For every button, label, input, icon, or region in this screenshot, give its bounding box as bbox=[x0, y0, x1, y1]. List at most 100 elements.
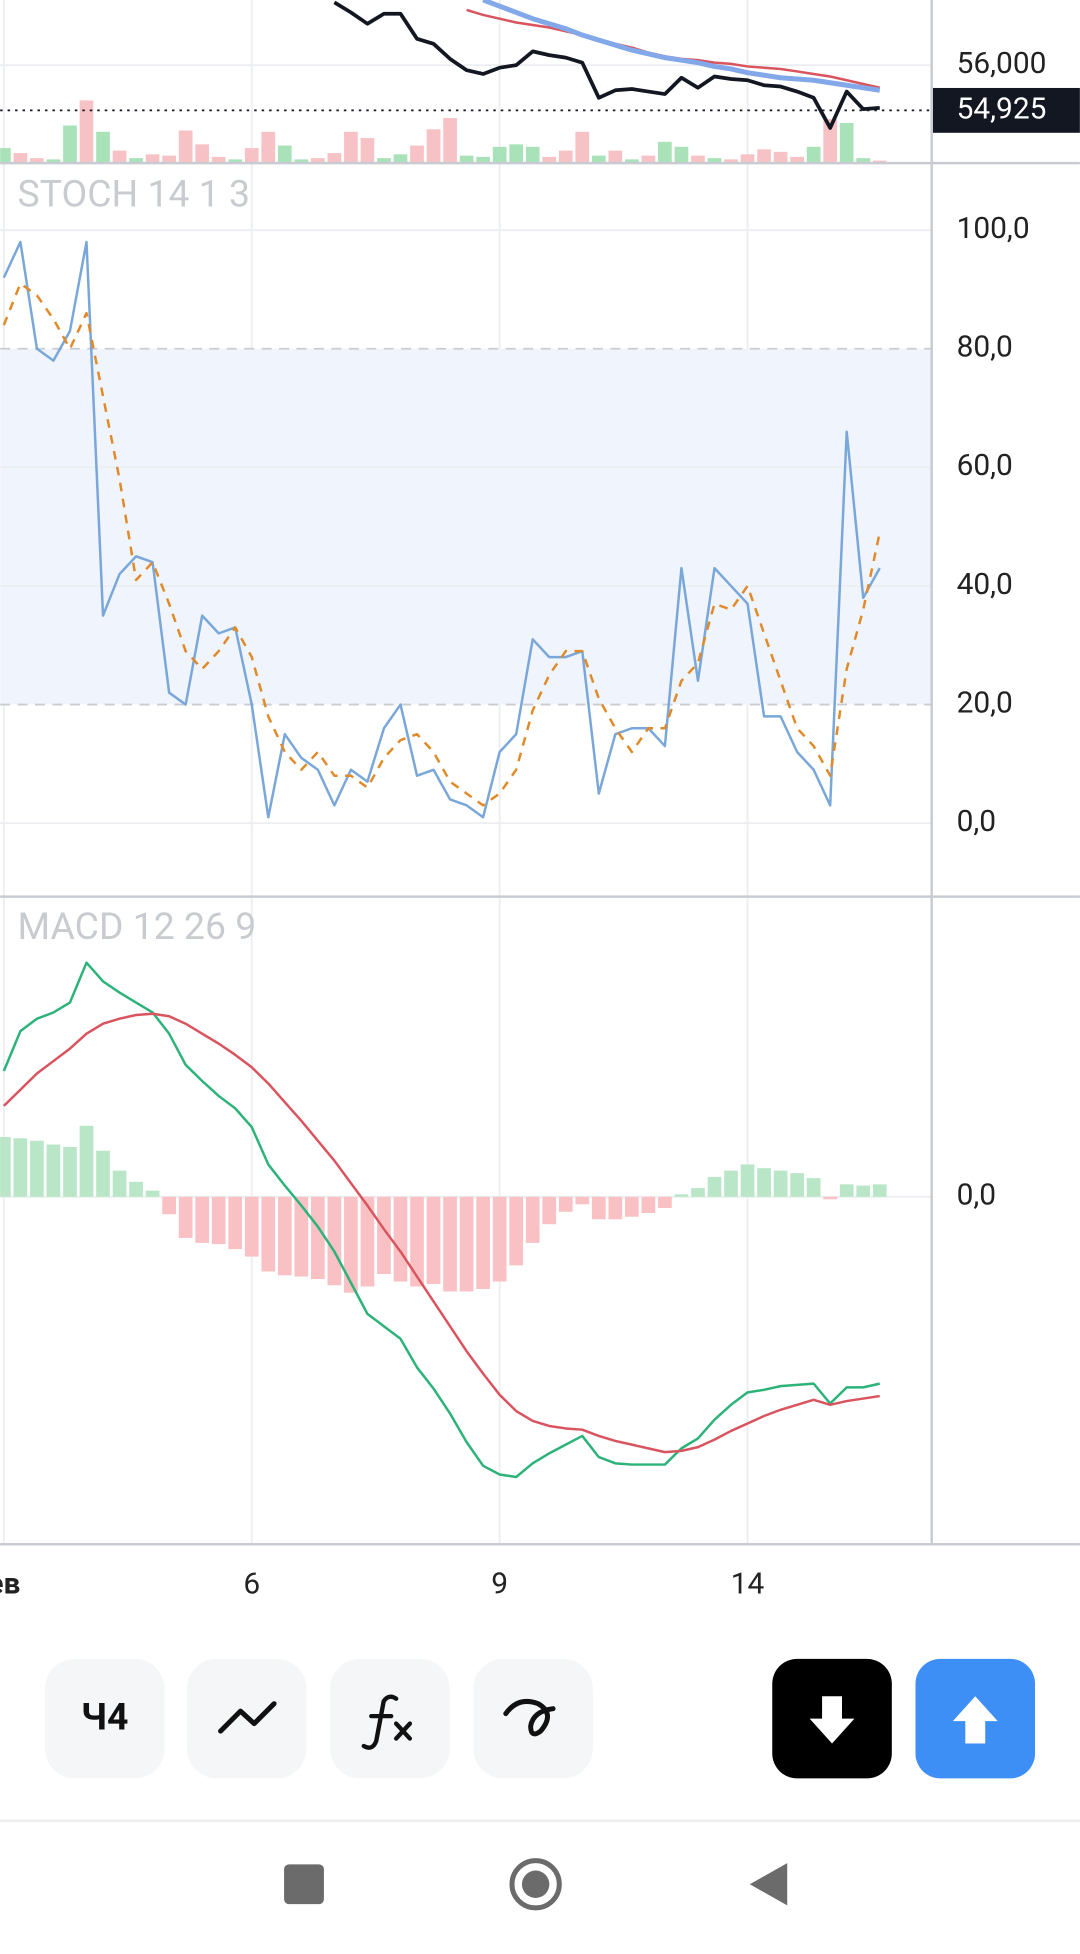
y-tick-label: 0,0 bbox=[957, 1178, 996, 1213]
histogram-bar bbox=[360, 1196, 375, 1287]
stoch-title: STOCH 14 1 3 bbox=[18, 173, 250, 217]
volume-bar bbox=[872, 160, 887, 164]
y-tick-label: 56,000 bbox=[957, 46, 1047, 81]
volume-bar bbox=[294, 159, 309, 164]
histogram-bar bbox=[591, 1196, 606, 1220]
histogram-bar bbox=[872, 1184, 887, 1197]
volume-bar bbox=[63, 125, 77, 164]
volume-bar bbox=[46, 159, 61, 164]
volume-bar bbox=[823, 119, 838, 164]
series-line bbox=[2, 282, 881, 807]
sell-icon bbox=[809, 1696, 855, 1744]
volume-bar bbox=[724, 159, 738, 164]
histogram-bar bbox=[608, 1196, 623, 1220]
histogram-bar bbox=[525, 1196, 540, 1243]
histogram-bar bbox=[839, 1184, 854, 1197]
volume-bar bbox=[178, 130, 193, 164]
series-line bbox=[2, 240, 881, 819]
histogram-bar bbox=[79, 1125, 94, 1197]
histogram-bar bbox=[806, 1178, 821, 1197]
histogram-bar bbox=[773, 1170, 788, 1197]
histogram-bar bbox=[294, 1196, 309, 1277]
histogram-bar bbox=[344, 1196, 358, 1293]
volume-bar bbox=[575, 131, 590, 164]
volume-bar bbox=[195, 144, 210, 164]
current-price-box bbox=[932, 87, 1080, 133]
histogram-bar bbox=[476, 1196, 490, 1289]
home-button[interactable] bbox=[509, 1858, 562, 1911]
macd-title: MACD 12 26 9 bbox=[18, 905, 257, 949]
series-line bbox=[333, 0, 880, 130]
histogram-bar bbox=[674, 1194, 689, 1197]
y-tick-label: 60,0 bbox=[957, 448, 1013, 483]
volume-bar bbox=[658, 141, 672, 164]
volume-bar bbox=[558, 150, 573, 164]
pane bbox=[0, 163, 932, 897]
volume-bar bbox=[79, 100, 94, 164]
volume-bar bbox=[145, 154, 160, 164]
volume-bar bbox=[625, 159, 639, 164]
histogram-bar bbox=[823, 1196, 838, 1200]
volume-bar bbox=[360, 138, 375, 164]
histogram-bar bbox=[575, 1196, 590, 1205]
histogram-bar bbox=[228, 1196, 243, 1250]
volume-bar bbox=[509, 144, 524, 164]
volume-bar bbox=[773, 151, 788, 164]
volume-bar bbox=[96, 131, 110, 164]
histogram-bar bbox=[112, 1170, 127, 1197]
y-tick-label: 20,0 bbox=[957, 685, 1013, 720]
volume-bar bbox=[311, 158, 325, 164]
volume-bar bbox=[674, 146, 689, 164]
histogram-bar bbox=[641, 1196, 656, 1213]
volume-bar bbox=[691, 155, 705, 164]
charts: 56,000 54,925 0,0 20,0 40,0 60,0 80,0 100,0 0,0 е… bbox=[0, 0, 1080, 1601]
x-tick-label: 6 bbox=[243, 1566, 260, 1601]
volume-bar bbox=[856, 158, 871, 164]
histogram-bar bbox=[277, 1196, 292, 1276]
volume-bar bbox=[211, 156, 226, 164]
interval-button[interactable] bbox=[44, 1658, 165, 1779]
buy-icon bbox=[952, 1696, 998, 1744]
volume-bar bbox=[244, 148, 259, 164]
histogram-bar bbox=[558, 1196, 573, 1212]
x-tick-label: 14 bbox=[731, 1566, 765, 1601]
y-tick-label: 40,0 bbox=[957, 567, 1013, 602]
histogram-bar bbox=[757, 1168, 771, 1197]
series-line bbox=[2, 1012, 880, 1454]
volume-bar bbox=[0, 148, 11, 164]
volume-bar bbox=[806, 146, 821, 164]
histogram-bar bbox=[0, 1137, 11, 1197]
volume-bar bbox=[13, 153, 28, 164]
back-button[interactable] bbox=[749, 1863, 788, 1906]
volume-bar bbox=[443, 117, 457, 164]
volume-bar bbox=[327, 153, 342, 164]
volume-bar bbox=[790, 156, 804, 164]
recents-button[interactable] bbox=[284, 1864, 324, 1905]
histogram-bar bbox=[129, 1181, 143, 1197]
volume-bar bbox=[277, 145, 292, 164]
indicators-button[interactable] bbox=[330, 1658, 450, 1779]
histogram-bar bbox=[410, 1196, 424, 1287]
volume-bar bbox=[261, 131, 276, 164]
histogram-bar bbox=[790, 1173, 804, 1197]
volume-bar bbox=[476, 156, 490, 164]
y-tick-label: 100,0 bbox=[957, 211, 1030, 246]
stoch-band bbox=[0, 348, 932, 705]
indicators-icon bbox=[361, 1694, 413, 1750]
interval-label: Ч4 bbox=[81, 1696, 128, 1740]
histogram-bar bbox=[459, 1196, 474, 1292]
histogram-bar bbox=[195, 1196, 210, 1243]
histogram-bar bbox=[426, 1196, 441, 1284]
volume-bar bbox=[757, 149, 771, 164]
series-line bbox=[2, 961, 881, 1479]
volume-bar bbox=[525, 146, 540, 164]
histogram-bar bbox=[162, 1196, 176, 1215]
histogram-bar bbox=[856, 1185, 871, 1197]
volume-bar bbox=[641, 155, 656, 164]
pane bbox=[0, 0, 932, 164]
histogram-bar bbox=[311, 1196, 325, 1280]
histogram-bar bbox=[443, 1196, 457, 1292]
